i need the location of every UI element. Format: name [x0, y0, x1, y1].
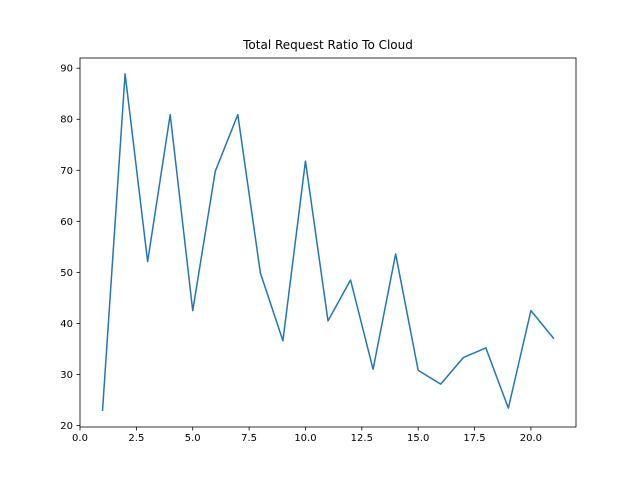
x-tick-label: 10.0 [294, 433, 316, 444]
y-tick-label: 20 [60, 421, 73, 432]
x-tick-label: 17.5 [463, 433, 485, 444]
x-tick-label: 12.5 [351, 433, 373, 444]
x-tick-label: 5.0 [185, 433, 201, 444]
x-tick-label: 15.0 [407, 433, 429, 444]
axes-frame [79, 57, 577, 428]
y-tick-label: 60 [60, 217, 73, 228]
x-tick-label: 2.5 [128, 433, 144, 444]
y-tick-label: 70 [60, 166, 73, 177]
series-line [101, 73, 555, 411]
plot-area: 0.0 2.5 5.0 7.5 10.0 12.5 15.0 17.5 20.0 20 30 40 50… [60, 57, 577, 444]
y-tick-label: 30 [60, 370, 73, 381]
chart-title: Total Request Ratio To Cloud [242, 38, 413, 52]
y-tick-label: 80 [60, 115, 73, 126]
x-tick-label: 0.0 [72, 433, 88, 444]
y-tick-label: 40 [60, 319, 73, 330]
x-tick-label: 20.0 [520, 433, 542, 444]
y-tick-label: 90 [60, 64, 73, 75]
y-tick-label: 50 [60, 268, 73, 279]
x-tick-label: 7.5 [241, 433, 257, 444]
